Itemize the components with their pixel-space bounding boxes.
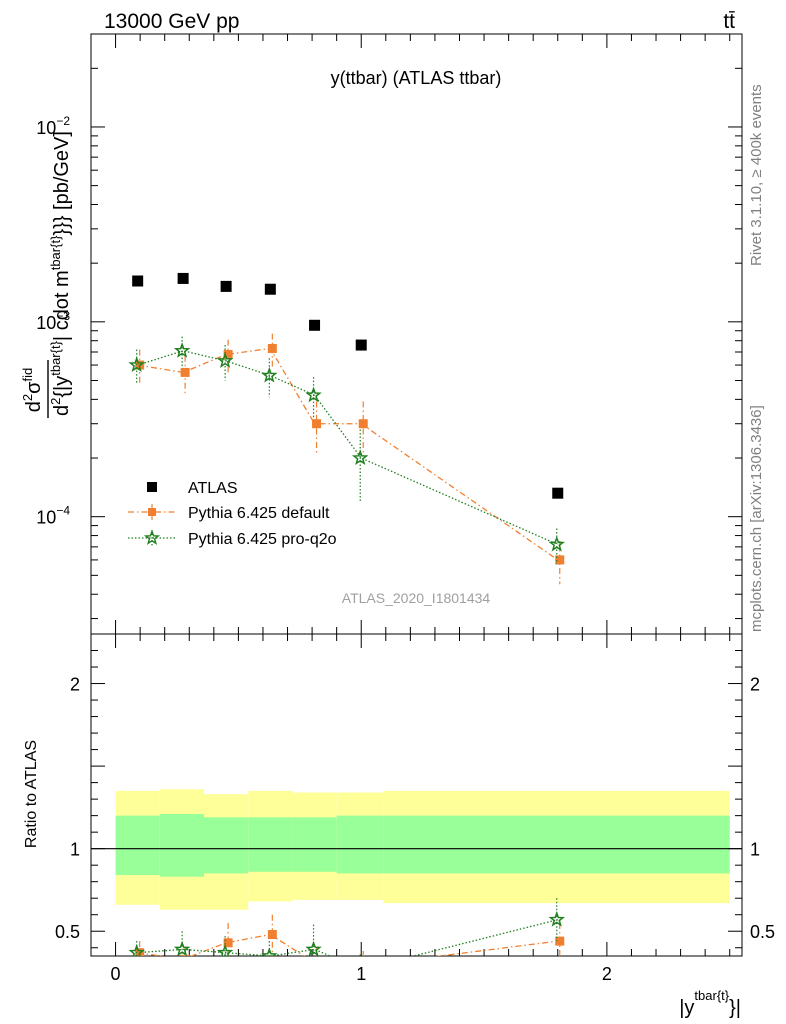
process-label: tt̄	[723, 10, 735, 33]
atlas-data-point	[309, 319, 321, 331]
pythia-proq2o-point	[173, 342, 191, 358]
ratio-pythia-proq2o-line	[137, 919, 558, 956]
ratio-pythia-proq2o-point	[261, 947, 278, 956]
mcplots-label: mcplots.cern.ch [arXiv:1306.3436]	[748, 405, 765, 632]
legend-marker-pythia-proq2o	[143, 529, 161, 545]
atlas-data-point	[220, 280, 232, 292]
rivet-version-label: Rivet 3.1.10, ≥ 400k events	[748, 84, 765, 266]
ratio-y-tick-label-right: 2	[750, 675, 760, 695]
ratio-pythia-default-point	[267, 930, 277, 940]
atlas-data-point	[132, 275, 144, 287]
pythia-default-point	[555, 555, 565, 565]
legend-label-pythia-default: Pythia 6.425 default	[188, 505, 330, 522]
pythia-default-point	[267, 343, 277, 353]
pythia-default-point	[358, 419, 368, 429]
atlas-data-point	[552, 487, 564, 499]
ratio-y-tick-label: 2	[70, 675, 80, 695]
legend-marker-atlas	[147, 482, 157, 492]
ratio-band-stat	[248, 817, 293, 872]
ratio-band-stat	[292, 817, 337, 872]
ratio-band-stat	[383, 815, 730, 874]
main-data-layer	[128, 272, 565, 585]
ratio-band-stat	[159, 813, 205, 877]
beam-energy-label: 13000 GeV pp	[104, 10, 239, 33]
analysis-watermark: ATLAS_2020_I1801434	[342, 590, 491, 606]
ratio-pythia-default-point	[135, 948, 145, 956]
main-axes: 10−2 10−3 10−4	[36, 33, 742, 634]
main-y-tick-label: 10−3	[36, 309, 70, 333]
ratio-y-tick-label-right: 1	[750, 840, 760, 860]
ratio-pythia-default-point	[555, 936, 565, 946]
main-y-tick-label: 10−4	[36, 504, 70, 528]
pythia-proq2o-point	[128, 356, 145, 373]
pythia-default-line	[137, 347, 559, 561]
pythia-proq2o-point	[305, 386, 322, 403]
pythia-proq2o-point	[548, 535, 565, 552]
legend: ATLAS Pythia 6.425 default Pythia 6.425 …	[128, 480, 337, 548]
pythia-default-point	[180, 367, 190, 377]
ratio-y-tick-label-right: 0.5	[750, 922, 775, 942]
pythia-default-point	[312, 419, 322, 429]
ratio-pythia-proq2o-point	[173, 940, 191, 956]
pythia-proq2o-point	[216, 352, 234, 368]
main-y-tick-label: 10−2	[36, 114, 70, 138]
ratio-pythia-default-point	[223, 938, 233, 948]
legend-label-pythia-proq2o: Pythia 6.425 pro-q2o	[188, 531, 337, 548]
atlas-data-point	[355, 339, 367, 351]
ratio-pythia-proq2o-point	[216, 944, 234, 956]
ratio-band-stat	[204, 817, 249, 874]
ratio-y-tick-label: 0.5	[55, 922, 80, 942]
main-plot-title: y(ttbar) (ATLAS ttbar)	[331, 68, 502, 88]
svg-text:d2{|ytbar{t}| cdot mtbar{t}}}}: d2{|ytbar{t}| cdot mtbar{t}}}} [pb/GeV]	[48, 131, 73, 416]
ratio-pythia-default-point	[180, 954, 190, 956]
ratio-x-tick-label: 1	[356, 964, 366, 984]
svg-text:d2σfid: d2σfid	[20, 368, 45, 412]
ratio-plot-frame	[90, 633, 743, 957]
ratio-pythia-default-point	[312, 958, 321, 967]
legend-label-atlas: ATLAS	[188, 480, 238, 497]
ratio-pythia-proq2o-point	[548, 911, 565, 927]
ratio-x-tick-label: 0	[111, 964, 121, 984]
ratio-band-stat	[336, 815, 384, 874]
ratio-y-axis-label: Ratio to ATLAS	[23, 740, 40, 848]
main-y-axis-label: d2σfid d2{|ytbar{t}| cdot mtbar{t}}}} [p…	[20, 131, 73, 418]
ratio-data-layer	[128, 898, 565, 967]
ratio-x-axis-label: |ytbar{t}}|	[679, 988, 741, 1019]
pythia-proq2o-point	[352, 449, 369, 466]
ratio-axes: 0.5 0.5 1 1 2 2 0 1 2	[55, 634, 775, 984]
atlas-data-point	[177, 272, 189, 284]
ratio-pythia-proq2o-point	[305, 940, 322, 956]
pythia-proq2o-point	[261, 366, 278, 383]
ratio-pythia-proq2o-point	[128, 944, 145, 956]
ratio-y-tick-label: 1	[70, 840, 80, 860]
pythia-default-point	[223, 349, 233, 359]
legend-marker-pythia-default	[148, 508, 156, 516]
ratio-uncertainty-bands	[91, 789, 742, 910]
ratio-x-tick-label: 2	[602, 964, 612, 984]
atlas-data-point	[264, 283, 276, 295]
ratio-band-stat	[115, 815, 160, 876]
